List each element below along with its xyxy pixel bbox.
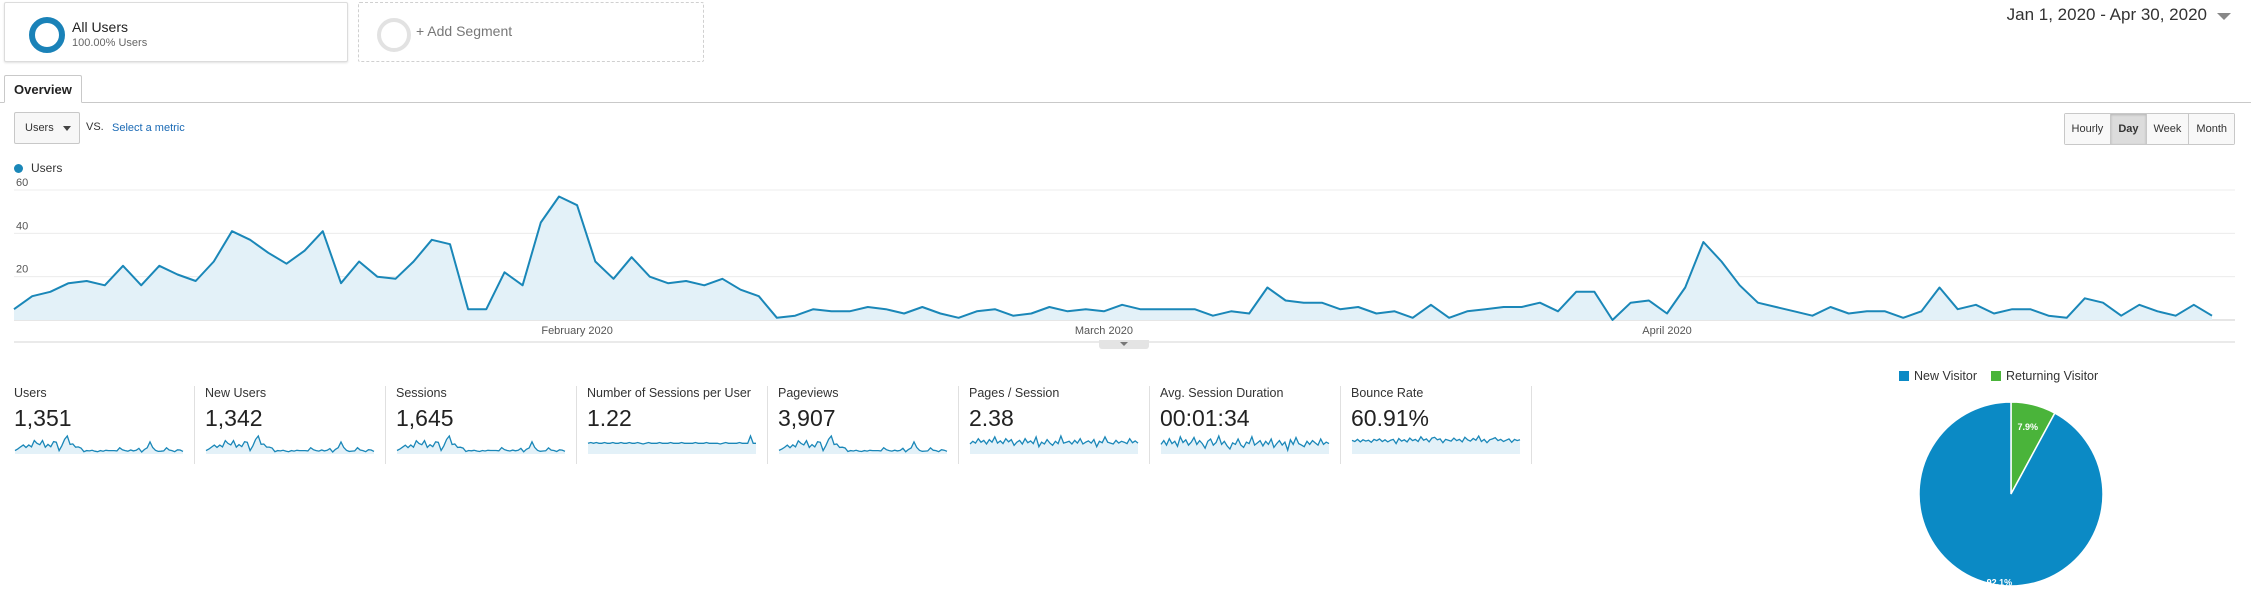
scorecard-sparkline <box>587 434 756 454</box>
period-toggle: Hourly Day Week Month <box>2063 113 2235 145</box>
sparkline-line <box>778 434 948 453</box>
visitor-type-pie-chart[interactable]: 7.9% 92.1% <box>1918 401 2104 587</box>
sparkline-line <box>205 434 375 453</box>
segment-all-users[interactable]: All Users 100.00% Users <box>4 2 348 62</box>
sparkline-line <box>969 434 1139 449</box>
date-range-picker[interactable]: Jan 1, 2020 - Apr 30, 2020 <box>2007 5 2231 25</box>
add-segment-label: + Add Segment <box>416 23 513 39</box>
period-hourly-button[interactable]: Hourly <box>2064 114 2112 144</box>
y-tick-label: 20 <box>16 264 28 276</box>
pie-slice-label: 7.9% <box>2017 422 2038 432</box>
chevron-down-icon <box>62 125 71 131</box>
segment-ring-icon <box>29 17 65 53</box>
scorecard-value: 60.91% <box>1351 405 1430 431</box>
scorecard-value: 3,907 <box>778 405 836 431</box>
x-tick-label: February 2020 <box>541 325 613 337</box>
scorecard-value: 1,351 <box>14 405 72 431</box>
tab-divider <box>0 102 2251 103</box>
y-tick-label: 60 <box>16 177 28 189</box>
period-day-button[interactable]: Day <box>2111 114 2147 144</box>
sparkline-line <box>1351 434 1521 445</box>
date-range-label: Jan 1, 2020 - Apr 30, 2020 <box>2006 5 2207 24</box>
pie-legend-label: Returning Visitor <box>2005 369 2099 383</box>
scorecard[interactable]: Pageviews 3,907 <box>768 386 959 464</box>
scorecard-label: Pages / Session <box>969 386 1060 400</box>
tab-overview[interactable]: Overview <box>4 75 82 103</box>
users-series-line <box>13 195 2213 321</box>
scorecard[interactable]: Pages / Session 2.38 <box>959 386 1150 464</box>
sparkline-fill <box>588 436 756 454</box>
chart-legend: Users <box>14 161 62 175</box>
scorecard-label: Avg. Session Duration <box>1160 386 1284 400</box>
pie-slice-new-visitor[interactable] <box>1918 401 2104 587</box>
new-visitor-swatch-icon <box>1899 371 1909 381</box>
scorecard-label: Number of Sessions per User <box>587 386 751 400</box>
scorecard-sparkline <box>396 434 566 454</box>
chevron-down-icon <box>2217 12 2231 20</box>
scorecard-value: 2.38 <box>969 405 1014 431</box>
select-metric-link[interactable]: Select a metric <box>112 122 185 134</box>
vs-label: VS. <box>86 121 104 133</box>
scorecard-label: Users <box>14 386 47 400</box>
scorecard-sparkline <box>1160 434 1330 454</box>
scorecard[interactable]: Users 1,351 <box>4 386 195 464</box>
pie-legend-label: New Visitor <box>1914 369 1977 383</box>
metric-dropdown-value: Users <box>25 122 54 134</box>
segment-subtitle: 100.00% Users <box>72 37 148 49</box>
segment-title: All Users <box>72 19 129 35</box>
sparkline-fill <box>206 436 374 454</box>
pie-legend-returning-visitor: Returning Visitor <box>1990 369 2099 383</box>
scorecard-label: New Users <box>205 386 267 400</box>
users-area-fill <box>14 196 2212 320</box>
scorecard-value: 00:01:34 <box>1160 405 1250 431</box>
scorecard-label: Bounce Rate <box>1351 386 1424 400</box>
pie-slice-label: 92.1% <box>1987 578 2013 587</box>
y-tick-label: 40 <box>16 220 28 232</box>
users-line-chart[interactable]: 20 40 60 February 2020 March 2020 April 2020 <box>0 174 2251 344</box>
scorecard[interactable]: Sessions 1,645 <box>386 386 577 464</box>
chart-collapse-handle[interactable] <box>1099 340 1149 349</box>
scorecard[interactable]: Bounce Rate 60.91% <box>1341 386 1532 464</box>
metric-dropdown[interactable]: Users <box>14 112 80 144</box>
x-tick-label: April 2020 <box>1642 325 1692 337</box>
sparkline-line <box>396 434 566 453</box>
sparkline-fill <box>970 436 1138 454</box>
scorecard[interactable]: New Users 1,342 <box>195 386 386 464</box>
scorecard-sparkline <box>1351 434 1521 454</box>
sparkline-line <box>587 434 756 445</box>
sparkline-fill <box>779 436 947 454</box>
add-segment-button[interactable]: + Add Segment <box>358 2 704 62</box>
period-week-button[interactable]: Week <box>2146 114 2190 144</box>
legend-dot-icon <box>14 163 23 173</box>
empty-ring-icon <box>377 18 411 52</box>
scorecard-value: 1.22 <box>587 405 632 431</box>
period-month-button[interactable]: Month <box>2189 114 2234 144</box>
scorecards: Users 1,351 New Users 1,342 Sessions 1,645 Num… <box>4 386 1532 464</box>
returning-visitor-swatch-icon <box>1990 371 2001 381</box>
x-tick-label: March 2020 <box>1075 325 1133 337</box>
sparkline-fill <box>397 436 565 454</box>
scorecard[interactable]: Avg. Session Duration 00:01:34 <box>1150 386 1341 464</box>
scorecard-value: 1,342 <box>205 405 263 431</box>
scorecard-sparkline <box>14 434 184 454</box>
scorecard-sparkline <box>205 434 375 454</box>
pie-legend: New Visitor Returning Visitor <box>1899 369 2098 383</box>
sparkline-line <box>1160 434 1330 453</box>
sparkline-fill <box>15 436 183 454</box>
scorecard-label: Sessions <box>396 386 447 400</box>
scorecard-sparkline <box>969 434 1139 454</box>
scorecard-value: 1,645 <box>396 405 454 431</box>
scorecard-sparkline <box>778 434 948 454</box>
scorecard-label: Pageviews <box>778 386 839 400</box>
pie-legend-new-visitor: New Visitor <box>1899 369 1977 383</box>
scorecard[interactable]: Number of Sessions per User 1.22 <box>577 386 768 464</box>
sparkline-line <box>14 434 184 453</box>
legend-label: Users <box>31 161 63 175</box>
